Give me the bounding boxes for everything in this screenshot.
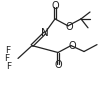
Text: O: O [65, 22, 72, 32]
Text: N: N [41, 28, 48, 38]
Text: F: F [6, 62, 11, 71]
Text: O: O [68, 41, 75, 51]
Text: F: F [5, 46, 10, 55]
Text: F: F [4, 54, 9, 63]
Text: O: O [51, 1, 58, 11]
Text: O: O [54, 60, 61, 70]
